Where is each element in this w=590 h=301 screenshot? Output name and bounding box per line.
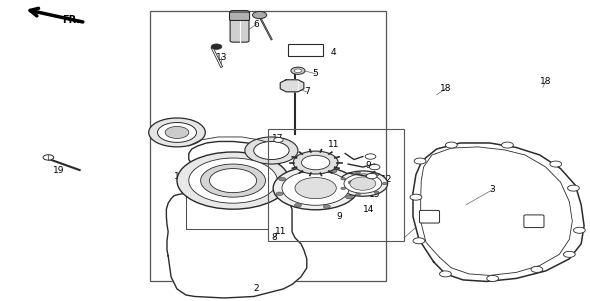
Text: 11: 11 bbox=[327, 140, 339, 149]
Text: 10: 10 bbox=[295, 196, 307, 205]
Text: 14: 14 bbox=[363, 205, 375, 214]
Text: 11: 11 bbox=[283, 152, 295, 161]
FancyBboxPatch shape bbox=[288, 44, 323, 56]
Polygon shape bbox=[280, 80, 304, 92]
Text: 3: 3 bbox=[490, 185, 496, 194]
Circle shape bbox=[413, 238, 425, 244]
Circle shape bbox=[301, 155, 330, 170]
Circle shape bbox=[209, 169, 257, 193]
Text: 7: 7 bbox=[304, 87, 310, 96]
Circle shape bbox=[350, 177, 376, 190]
Text: 20: 20 bbox=[324, 169, 336, 178]
Circle shape bbox=[211, 44, 222, 49]
Circle shape bbox=[573, 227, 585, 233]
Circle shape bbox=[445, 142, 457, 148]
Text: 12: 12 bbox=[381, 175, 392, 184]
Circle shape bbox=[165, 126, 189, 138]
Text: 8: 8 bbox=[271, 233, 277, 242]
Polygon shape bbox=[166, 141, 307, 298]
Text: 16: 16 bbox=[174, 172, 186, 181]
Text: 15: 15 bbox=[369, 190, 381, 199]
Text: 21: 21 bbox=[313, 194, 324, 203]
Text: 9: 9 bbox=[366, 161, 372, 170]
Circle shape bbox=[374, 174, 379, 176]
FancyBboxPatch shape bbox=[230, 11, 249, 42]
Circle shape bbox=[189, 158, 277, 203]
Circle shape bbox=[563, 251, 575, 257]
Text: 17: 17 bbox=[271, 134, 283, 143]
Circle shape bbox=[374, 191, 379, 194]
Circle shape bbox=[414, 158, 426, 164]
Circle shape bbox=[301, 168, 308, 172]
Text: FR.: FR. bbox=[62, 14, 80, 25]
Circle shape bbox=[356, 172, 360, 174]
Circle shape bbox=[344, 174, 382, 193]
Circle shape bbox=[294, 203, 301, 207]
Circle shape bbox=[410, 194, 422, 200]
Polygon shape bbox=[413, 143, 584, 281]
Circle shape bbox=[330, 169, 337, 173]
Circle shape bbox=[365, 154, 376, 159]
Circle shape bbox=[294, 69, 301, 73]
Circle shape bbox=[502, 142, 513, 148]
FancyBboxPatch shape bbox=[524, 215, 544, 228]
FancyBboxPatch shape bbox=[419, 210, 440, 223]
Circle shape bbox=[273, 166, 358, 210]
Circle shape bbox=[568, 185, 579, 191]
Circle shape bbox=[323, 205, 330, 208]
Circle shape bbox=[356, 193, 360, 196]
Circle shape bbox=[158, 123, 196, 142]
Text: 9: 9 bbox=[336, 212, 342, 221]
Circle shape bbox=[177, 152, 289, 209]
Circle shape bbox=[278, 177, 286, 181]
Text: 18: 18 bbox=[440, 84, 451, 93]
Circle shape bbox=[274, 138, 283, 142]
Circle shape bbox=[487, 275, 499, 281]
Circle shape bbox=[253, 11, 267, 19]
Text: 11: 11 bbox=[274, 227, 286, 236]
Circle shape bbox=[382, 182, 387, 185]
Text: 4: 4 bbox=[330, 48, 336, 57]
Circle shape bbox=[440, 271, 451, 277]
Circle shape bbox=[43, 155, 54, 160]
Circle shape bbox=[341, 187, 346, 190]
Circle shape bbox=[276, 192, 283, 196]
FancyBboxPatch shape bbox=[230, 12, 250, 20]
Circle shape bbox=[149, 118, 205, 147]
Text: 19: 19 bbox=[53, 166, 65, 175]
Bar bbox=[268, 129, 404, 241]
Circle shape bbox=[341, 178, 346, 180]
Circle shape bbox=[282, 171, 349, 205]
Text: 9: 9 bbox=[351, 185, 357, 194]
Circle shape bbox=[348, 181, 355, 184]
Circle shape bbox=[550, 161, 562, 167]
Circle shape bbox=[295, 178, 336, 199]
Bar bbox=[150, 11, 386, 281]
Text: 6: 6 bbox=[254, 20, 260, 29]
Circle shape bbox=[369, 164, 380, 170]
Circle shape bbox=[531, 266, 543, 272]
Text: 5: 5 bbox=[313, 69, 319, 78]
Text: 13: 13 bbox=[215, 53, 227, 62]
Circle shape bbox=[338, 171, 388, 196]
Circle shape bbox=[291, 67, 305, 74]
Circle shape bbox=[254, 141, 289, 160]
Circle shape bbox=[201, 164, 266, 197]
Circle shape bbox=[245, 137, 298, 164]
Circle shape bbox=[346, 195, 353, 199]
Circle shape bbox=[366, 173, 377, 179]
Circle shape bbox=[293, 151, 338, 174]
Text: 2: 2 bbox=[254, 284, 260, 293]
Text: 18: 18 bbox=[540, 77, 552, 86]
